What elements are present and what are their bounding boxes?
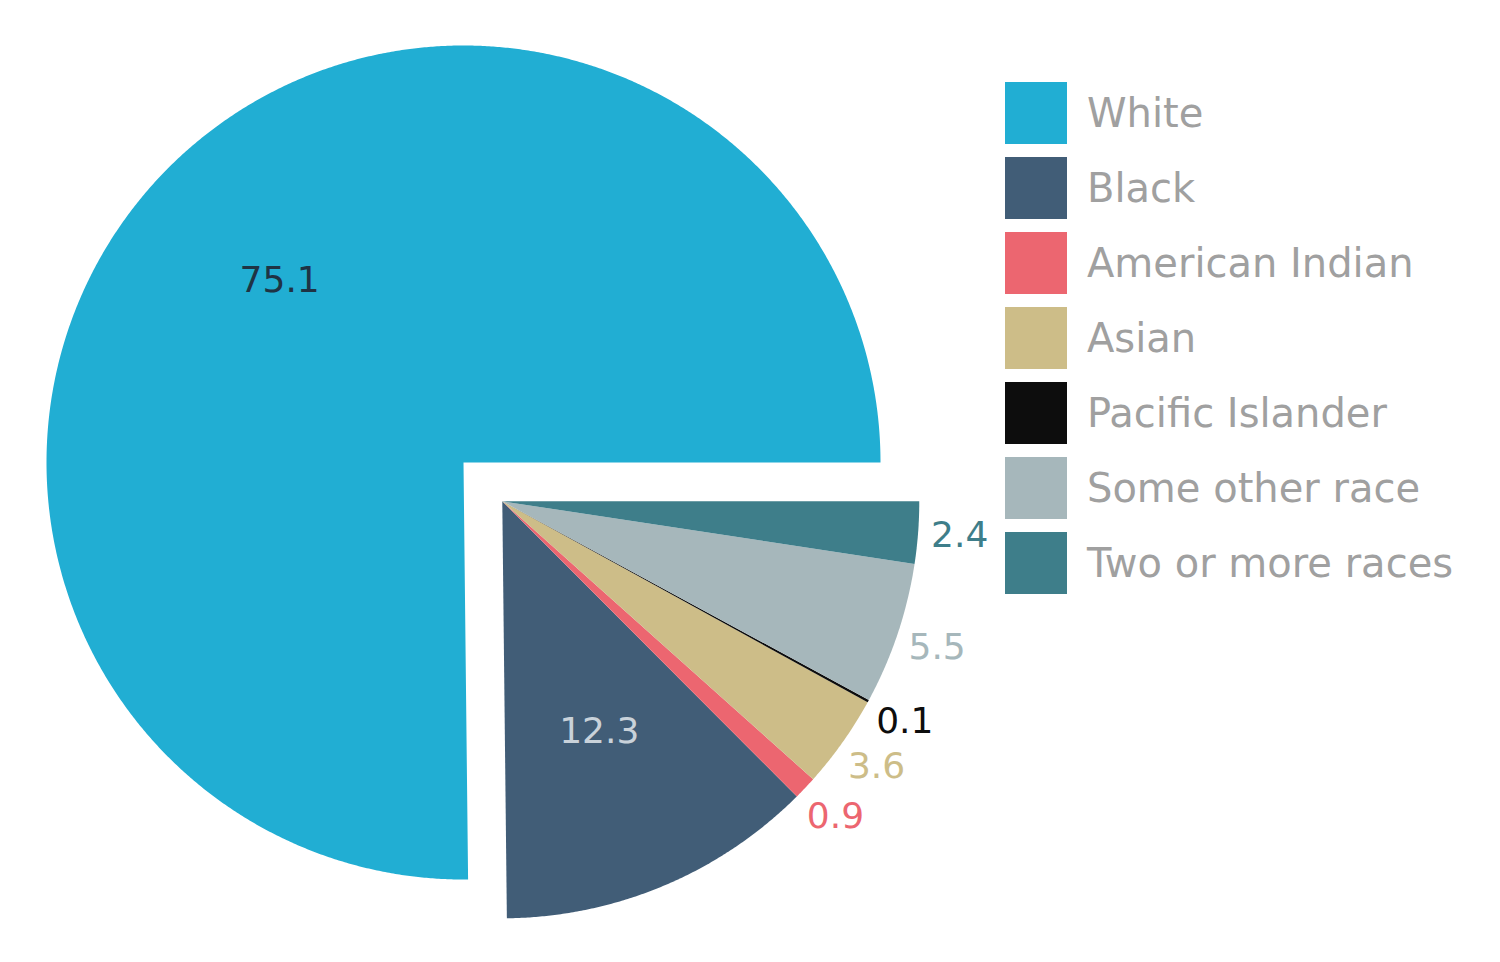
html-text:Some other race: Some other race bbox=[1087, 465, 1420, 511]
html-text:Black: Black bbox=[1087, 165, 1196, 211]
svg-text:5.5: 5.5 bbox=[908, 626, 965, 667]
svg-text:75.1: 75.1 bbox=[240, 259, 320, 300]
html-text:White: White bbox=[1087, 90, 1204, 136]
html-text:Asian: Asian bbox=[1087, 315, 1197, 361]
svg-text:0.1: 0.1 bbox=[876, 700, 933, 741]
html-text:Two or more races: Two or more races bbox=[1087, 540, 1454, 586]
html-text:Pacific Islander: Pacific Islander bbox=[1087, 390, 1387, 436]
svg-text:0.9: 0.9 bbox=[807, 795, 864, 836]
html-text:American Indian: American Indian bbox=[1087, 240, 1414, 286]
svg-text:12.3: 12.3 bbox=[559, 710, 639, 751]
svg-text:3.6: 3.6 bbox=[848, 745, 905, 786]
svg-text:2.4: 2.4 bbox=[931, 514, 988, 555]
